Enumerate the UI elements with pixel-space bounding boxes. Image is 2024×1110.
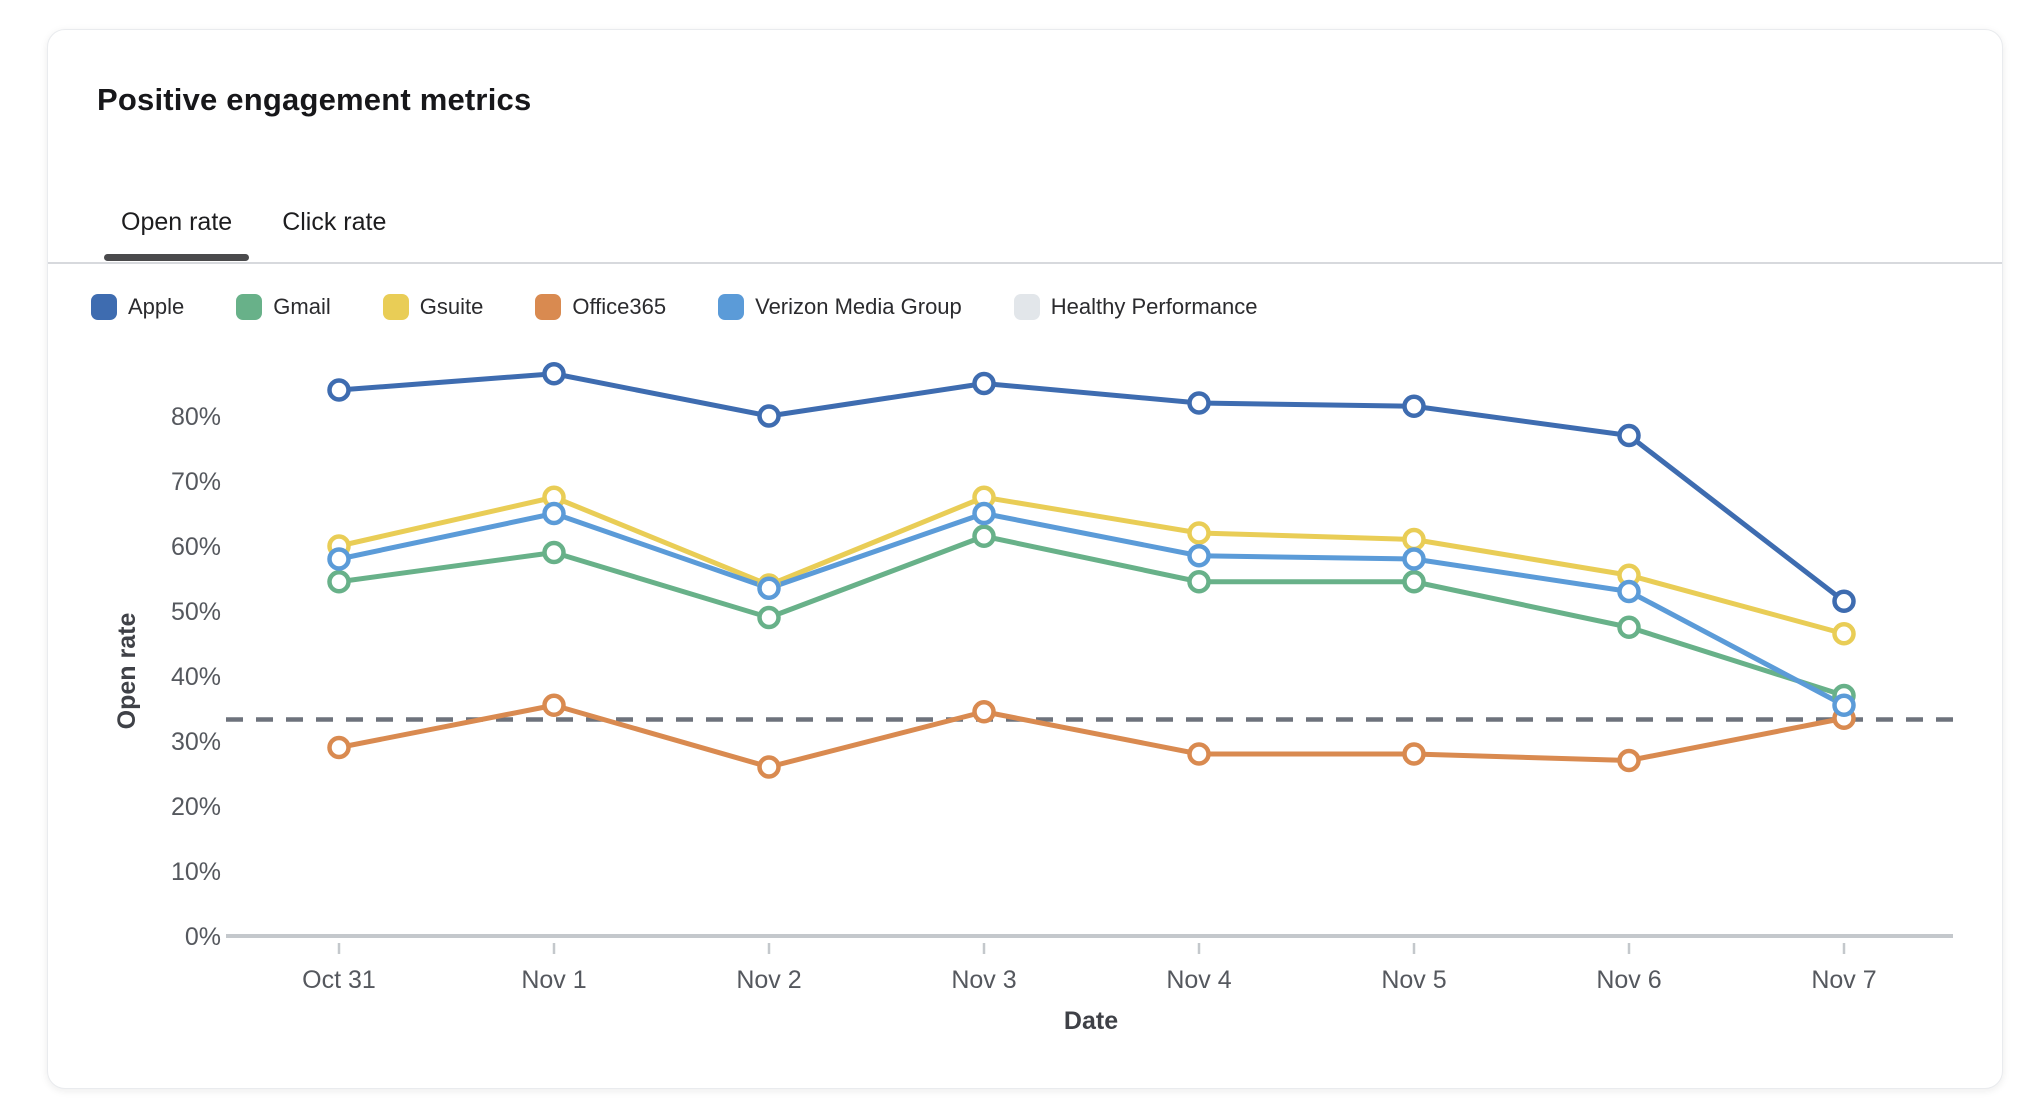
x-tick-label: Nov 6	[1596, 966, 1661, 994]
data-point-apple-nov-1[interactable]	[542, 362, 566, 386]
data-point-gsuite-nov-4[interactable]	[1187, 521, 1211, 545]
legend-swatch-gmail	[236, 294, 263, 320]
series-line-office365	[336, 702, 1847, 770]
data-point-gmail-nov-6[interactable]	[1617, 615, 1641, 639]
data-point-apple-nov-7[interactable]	[1832, 589, 1856, 613]
x-tick-label: Nov 2	[736, 966, 801, 994]
x-tick-label: Nov 4	[1166, 966, 1231, 994]
data-point-verizon-media-group-nov-2[interactable]	[757, 576, 781, 600]
data-point-gmail-nov-3[interactable]	[972, 524, 996, 548]
data-point-verizon-media-group-nov-1[interactable]	[542, 501, 566, 526]
legend-item-office365[interactable]: Office365	[535, 294, 666, 320]
chart-area: Oct 31 Nov 1 Nov 2 Nov 3 Nov 4 Nov 5 Nov 6 Nov …	[111, 351, 1971, 1051]
legend-swatch-office365	[535, 294, 562, 320]
legend-label: Gmail	[273, 294, 331, 319]
data-point-gmail-oct-31[interactable]	[327, 570, 351, 594]
x-tick-label: Nov 1	[521, 966, 586, 994]
series-line-gmail	[336, 533, 1847, 698]
y-axis-title: Open rate	[113, 613, 141, 730]
x-tick-label: Nov 3	[951, 966, 1016, 994]
data-point-office365-nov-5[interactable]	[1402, 742, 1426, 766]
series-line-apple	[336, 371, 1847, 604]
legend-label: Office365	[572, 294, 667, 319]
data-point-apple-nov-4[interactable]	[1187, 391, 1211, 415]
data-point-verizon-media-group-nov-5[interactable]	[1402, 547, 1426, 571]
data-point-gmail-nov-5[interactable]	[1402, 570, 1426, 594]
legend-swatch-verizon-media-group	[718, 294, 745, 320]
legend-label: Verizon Media Group	[755, 294, 962, 319]
legend-item-gmail[interactable]: Gmail	[236, 294, 331, 320]
tab-open-rate[interactable]: Open rate	[104, 202, 250, 261]
legend-item-healthy-performance[interactable]: Healthy Performance	[1013, 294, 1258, 320]
active-tab-indicator	[104, 254, 250, 261]
data-point-apple-nov-2[interactable]	[757, 404, 781, 428]
data-point-verizon-media-group-nov-7[interactable]	[1832, 693, 1856, 717]
x-tick-label: Oct 31	[302, 966, 376, 994]
y-tick-label: 50%	[171, 598, 221, 626]
data-point-verizon-media-group-nov-4[interactable]	[1187, 544, 1211, 568]
data-point-gsuite-nov-7[interactable]	[1832, 622, 1856, 646]
legend-label: Apple	[128, 294, 185, 319]
data-point-gmail-nov-2[interactable]	[757, 605, 781, 630]
y-tick-label: 10%	[171, 858, 221, 886]
data-point-apple-nov-5[interactable]	[1402, 394, 1426, 418]
tab-open-rate-label: Open rate	[121, 208, 233, 236]
legend-item-apple[interactable]: Apple	[91, 294, 184, 320]
data-point-office365-nov-3[interactable]	[972, 700, 996, 724]
data-point-apple-oct-31[interactable]	[327, 378, 351, 402]
series-line-verizon-media-group	[336, 511, 1847, 708]
data-point-verizon-media-group-nov-3[interactable]	[972, 501, 996, 526]
tabs-divider	[48, 262, 2002, 264]
y-tick-label: 40%	[171, 663, 221, 691]
engagement-metrics-card: Positive engagement metrics Open rate Cl…	[47, 29, 2003, 1089]
open-rate-line-chart: Oct 31 Nov 1 Nov 2 Nov 3 Nov 4 Nov 5 Nov 6 Nov …	[113, 362, 1953, 1035]
data-point-office365-nov-4[interactable]	[1187, 742, 1211, 766]
legend-swatch-apple	[91, 294, 117, 320]
y-tick-label: 0%	[185, 923, 221, 951]
legend-label: Gsuite	[419, 294, 484, 319]
series-line-gsuite	[336, 494, 1847, 637]
y-tick-label: 20%	[171, 793, 221, 821]
x-tick-label: Nov 5	[1381, 966, 1446, 994]
data-point-gmail-nov-1[interactable]	[542, 540, 566, 565]
page-title: Positive engagement metrics	[97, 82, 532, 117]
legend-swatch-healthy-performance	[1013, 294, 1040, 320]
y-tick-label: 80%	[171, 403, 221, 431]
data-point-office365-nov-2[interactable]	[757, 755, 781, 779]
x-tick-label: Nov 7	[1811, 966, 1876, 994]
metric-tabs: Open rate Click rate	[104, 202, 403, 261]
legend-swatch-gsuite	[382, 294, 409, 320]
data-point-gmail-nov-4[interactable]	[1187, 570, 1211, 594]
data-point-apple-nov-6[interactable]	[1617, 423, 1641, 448]
data-point-office365-oct-31[interactable]	[327, 735, 351, 760]
tab-click-rate-label: Click rate	[282, 208, 387, 236]
chart-legend: Apple Gmail Gsuite Office365 Verizon Media G…	[91, 294, 1257, 320]
y-tick-label: 70%	[171, 468, 221, 496]
data-point-apple-nov-3[interactable]	[972, 371, 996, 396]
legend-item-verizon-media-group[interactable]: Verizon Media Group	[718, 294, 962, 320]
y-tick-label: 60%	[171, 533, 221, 561]
tab-click-rate[interactable]: Click rate	[265, 202, 403, 261]
y-tick-label: 30%	[171, 728, 221, 756]
data-point-gsuite-nov-5[interactable]	[1402, 527, 1426, 552]
data-point-verizon-media-group-nov-6[interactable]	[1617, 579, 1641, 604]
legend-item-gsuite[interactable]: Gsuite	[382, 294, 484, 320]
data-point-office365-nov-6[interactable]	[1617, 748, 1641, 773]
legend-label: Healthy Performance	[1050, 294, 1258, 319]
data-point-verizon-media-group-oct-31[interactable]	[327, 547, 351, 571]
data-point-office365-nov-1[interactable]	[542, 693, 566, 717]
x-axis-title: Date	[1064, 1007, 1118, 1035]
